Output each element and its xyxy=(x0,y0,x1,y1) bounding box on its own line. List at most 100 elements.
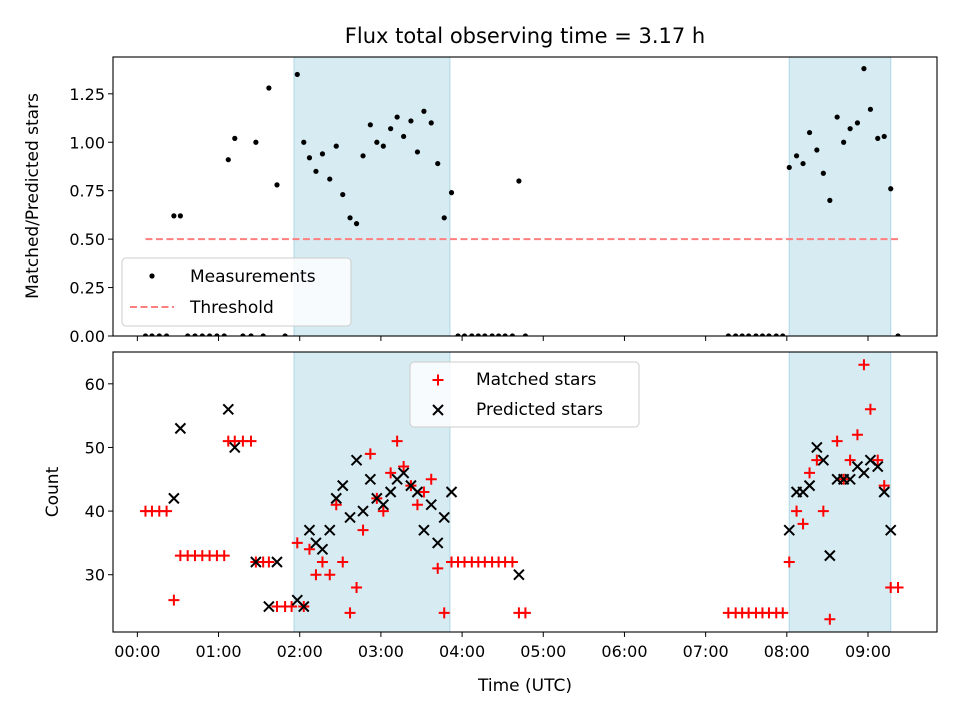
matched-star-point xyxy=(797,518,809,530)
matched-star-point xyxy=(161,505,173,517)
measurement-point xyxy=(282,333,288,336)
matched-star-point xyxy=(391,435,403,447)
measurement-point xyxy=(313,168,319,174)
matched-star-point xyxy=(316,556,328,568)
matched-star-point xyxy=(245,435,257,447)
shaded-span-1 xyxy=(788,351,892,633)
measurement-point xyxy=(199,333,205,336)
predicted-star-point xyxy=(425,499,437,511)
measurement-point xyxy=(834,114,840,120)
x-tick-label: 07:00 xyxy=(683,642,729,661)
x-tick-label: 04:00 xyxy=(439,642,485,661)
measurement-point xyxy=(428,120,434,126)
matched-star-point xyxy=(791,505,803,517)
measurement-point xyxy=(773,333,779,336)
predicted-star-point xyxy=(330,492,342,505)
measurement-point xyxy=(482,333,488,336)
axes-frame xyxy=(112,56,938,337)
measurement-point xyxy=(847,126,853,132)
measurement-point xyxy=(207,333,213,336)
matched-star-point xyxy=(432,562,444,574)
measurement-point xyxy=(266,85,272,91)
top-panel: 0.00 0.25 0.50 0.75 1.00 1.25 Measurements Thre… xyxy=(69,56,938,346)
matched-star-point xyxy=(377,505,389,517)
measurement-point xyxy=(225,157,231,163)
predicted-star-point xyxy=(364,473,377,485)
measurement-point xyxy=(861,66,867,72)
predicted-star-point xyxy=(168,492,180,505)
predicted-star-point xyxy=(298,600,310,613)
measurement-point xyxy=(149,333,155,336)
matched-star-point xyxy=(385,467,397,479)
measurement-point xyxy=(448,190,455,196)
measurement-point xyxy=(793,153,800,159)
predicted-star-point xyxy=(174,422,187,435)
matched-star-point xyxy=(519,607,531,619)
predicted-star-point xyxy=(337,479,349,492)
predicted-star-point xyxy=(878,486,890,498)
predicted-star-point xyxy=(811,441,823,454)
measurement-point xyxy=(374,139,380,145)
measurement-point xyxy=(367,122,373,128)
shaded-span-1 xyxy=(788,56,892,337)
x-tick-label: 01:00 xyxy=(195,642,241,661)
measurement-point xyxy=(489,333,495,336)
measurement-point xyxy=(820,170,826,176)
matched-star-point xyxy=(425,473,437,485)
measurement-point xyxy=(414,149,421,155)
predicted-star-point xyxy=(357,505,369,517)
y-tick-label: 0.25 xyxy=(69,279,105,298)
measurement-point xyxy=(274,182,280,188)
measurement-point xyxy=(177,213,183,219)
matched-star-point xyxy=(218,550,230,562)
predicted-star-point xyxy=(250,556,262,568)
matched-star-point xyxy=(330,499,342,511)
matched-star-point xyxy=(303,543,315,555)
measurement-point xyxy=(739,333,745,336)
predicted-star-point xyxy=(384,486,397,498)
measurement-point xyxy=(725,333,731,336)
matched-star-point xyxy=(337,556,349,568)
x-tick-label: 05:00 xyxy=(520,642,566,661)
legend-label-measurements: Measurements xyxy=(190,267,316,287)
measurement-point xyxy=(881,133,887,140)
matched-star-point xyxy=(858,359,870,371)
y-tick-label: 50 xyxy=(85,438,105,457)
matched-star-point xyxy=(411,499,423,511)
measurement-point xyxy=(895,333,901,336)
measurement-point xyxy=(301,139,307,145)
measurement-point xyxy=(455,333,461,336)
measurement-point xyxy=(780,333,786,336)
measurement-point xyxy=(806,129,813,136)
measurement-point xyxy=(340,191,346,198)
measurement-point xyxy=(248,333,254,336)
measurement-point xyxy=(360,153,366,159)
predicted-star-point xyxy=(418,524,430,536)
matched-star-point xyxy=(777,607,789,619)
y-tick-label: 0.00 xyxy=(69,327,105,346)
measurement-point xyxy=(827,197,833,203)
legend-label-threshold: Threshold xyxy=(189,298,274,318)
y-tick-label: 1.00 xyxy=(69,133,105,152)
measurement-point xyxy=(306,155,313,161)
measurement-point xyxy=(786,164,792,171)
chart-title: Flux total observing time = 3.17 h xyxy=(345,24,705,48)
measurement-point xyxy=(509,333,516,336)
measurement-point xyxy=(516,178,522,184)
legend-marker-predicted xyxy=(432,404,444,416)
predicted-star-point xyxy=(872,460,884,473)
predicted-star-point xyxy=(783,524,795,536)
measurement-point xyxy=(814,147,820,153)
matched-star-point xyxy=(872,454,884,466)
matched-star-point xyxy=(398,461,410,473)
measurement-point xyxy=(854,120,861,126)
measurement-point xyxy=(214,333,220,336)
measurement-point xyxy=(435,160,441,167)
y-tick-label: 0.50 xyxy=(69,230,105,249)
measurement-point xyxy=(333,143,339,149)
matched-star-point xyxy=(804,467,816,479)
predicted-star-point xyxy=(513,569,525,581)
matched-star-point xyxy=(351,581,363,593)
measurement-point xyxy=(888,186,894,192)
